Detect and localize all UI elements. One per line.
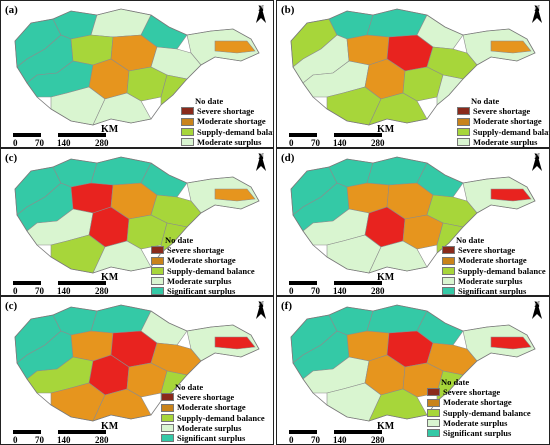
map-legend: No date Severe shortage Moderate shortag…: [457, 96, 549, 147]
region-outline: [290, 304, 536, 422]
legend-no-data: No date: [195, 96, 224, 106]
region-map: [290, 156, 536, 274]
scale-bar: KM 0 70 140 280: [13, 272, 119, 296]
panel-label: (d): [281, 152, 295, 164]
map-panel-c: (c) N No date Severe shortage Moderate s…: [0, 148, 274, 296]
map-panel-e: (c) N No date Severe shortage Moderate s…: [0, 296, 274, 445]
region-outline: [14, 156, 260, 274]
legend-balance: Supply-demand balance: [197, 126, 273, 137]
map-region: [214, 336, 256, 350]
north-arrow-icon: N: [255, 5, 267, 31]
north-arrow-icon: N: [255, 153, 267, 179]
region-map: [14, 304, 260, 422]
swatch-severe: [181, 107, 194, 116]
region-outline: [290, 8, 536, 126]
region-map: [14, 156, 260, 274]
scale-bar: KM 0 70 140 280: [289, 272, 395, 296]
north-arrow-icon: N: [531, 153, 543, 179]
north-arrow-icon: N: [531, 5, 543, 31]
panel-label: (f): [281, 300, 292, 312]
map-region: [214, 40, 256, 54]
north-arrow-icon: N: [255, 301, 267, 327]
map-legend: No date Severe shortage Moderate shortag…: [161, 382, 265, 443]
map-panel-b: (b) N No date Severe shortage Moderate s…: [276, 0, 550, 148]
map-legend: No date Severe shortage Moderate shortag…: [151, 235, 255, 295]
map-region: [490, 40, 532, 54]
panel-label: (a): [5, 4, 18, 16]
map-panel-d: (d) N No date Severe shortage Moderate s…: [276, 148, 550, 296]
map-region: [490, 188, 532, 202]
scale-bar: KM 0 70 140 280: [289, 421, 395, 445]
legend-moderate-shortage: Moderate shortage: [197, 116, 266, 127]
legend-moderate-surplus: Moderate surplus: [197, 136, 262, 147]
region-outline: [14, 8, 260, 126]
swatch-balance: [181, 127, 194, 136]
scale-bar: KM 0 70 140 280: [289, 124, 395, 148]
swatch-moderate-surplus: [181, 137, 194, 146]
region-map: [290, 8, 536, 126]
map-panel-a: (a) N No date Severe shortage Moderate s…: [0, 0, 274, 148]
region-outline: [290, 156, 536, 274]
legend-no-data: No date: [471, 96, 500, 106]
legend-severe: Severe shortage: [197, 106, 255, 117]
scale-bar: KM 0 70 140 280: [13, 124, 119, 148]
region-map: [290, 304, 536, 422]
panel-label: (b): [281, 4, 295, 16]
map-region: [490, 336, 532, 350]
map-panel-f: (f) N No date Severe shortage Moderate s…: [276, 296, 550, 445]
panel-label: (c): [5, 152, 18, 164]
scale-bar: KM 0 70 140 280: [13, 421, 119, 445]
north-arrow-icon: N: [531, 301, 543, 327]
swatch-moderate-shortage: [181, 117, 194, 126]
region-outline: [14, 304, 260, 422]
map-legend: No date Severe shortage Moderate shortag…: [181, 96, 273, 147]
map-legend: No date Severe shortage Moderate shortag…: [427, 377, 531, 438]
region-map: [14, 8, 260, 126]
panel-label: (c): [5, 300, 18, 312]
map-region: [214, 188, 256, 202]
map-legend: No date Severe shortage Moderate shortag…: [442, 235, 546, 295]
